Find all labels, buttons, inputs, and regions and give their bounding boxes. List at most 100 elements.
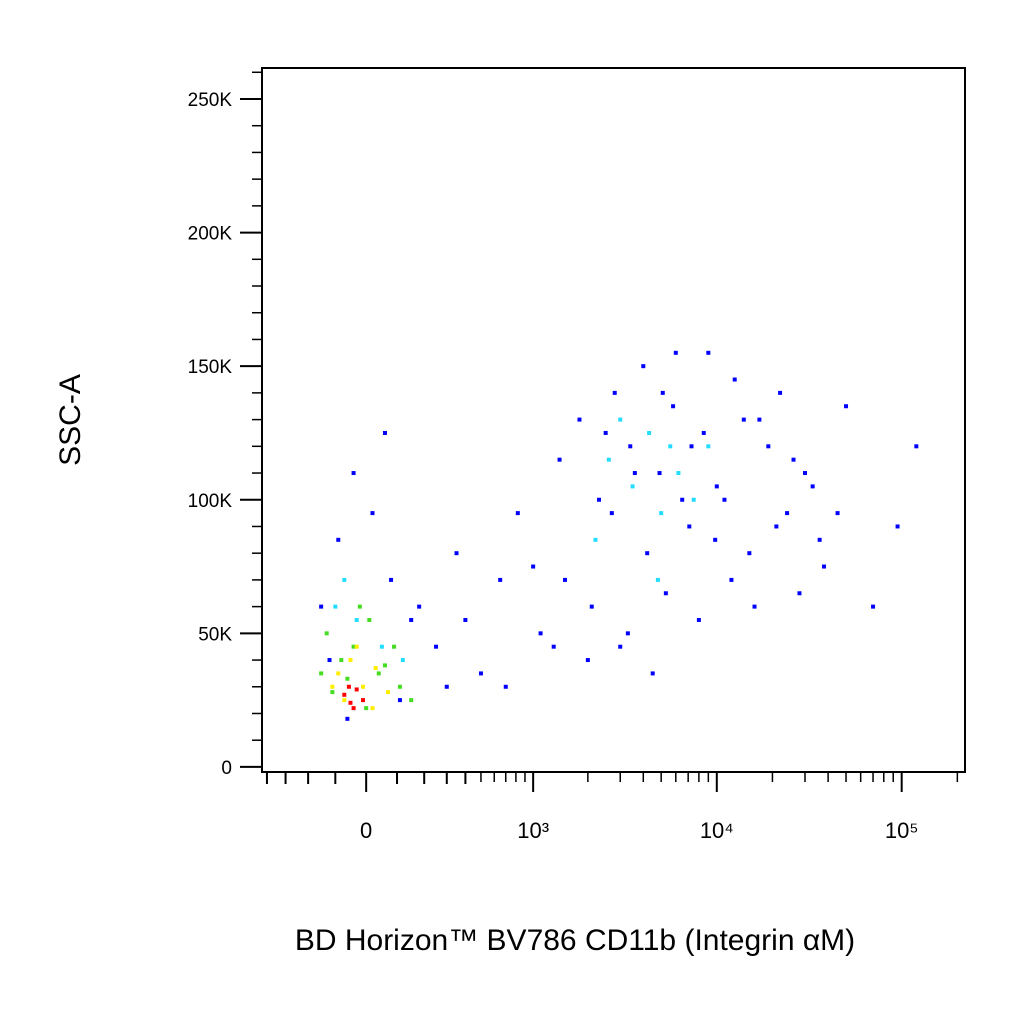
point bbox=[706, 350, 711, 355]
point bbox=[732, 377, 737, 382]
y-tick-label: 0 bbox=[221, 758, 232, 779]
point bbox=[397, 698, 402, 703]
x-tick-label: 10³ bbox=[517, 818, 549, 843]
point bbox=[354, 644, 359, 649]
point bbox=[668, 444, 673, 449]
point bbox=[821, 564, 826, 569]
point bbox=[400, 658, 405, 663]
point bbox=[336, 671, 341, 676]
point bbox=[319, 604, 324, 609]
point bbox=[557, 457, 562, 462]
point bbox=[382, 430, 387, 435]
point bbox=[342, 698, 347, 703]
point bbox=[339, 658, 344, 663]
point bbox=[551, 644, 556, 649]
point bbox=[835, 511, 840, 516]
point bbox=[609, 511, 614, 516]
point bbox=[706, 444, 711, 449]
point bbox=[373, 666, 378, 671]
point bbox=[676, 471, 681, 476]
point bbox=[663, 591, 668, 596]
point bbox=[330, 684, 335, 689]
point bbox=[342, 692, 347, 697]
x-tick-label: 10⁵ bbox=[885, 818, 919, 843]
point bbox=[747, 551, 752, 556]
point bbox=[673, 350, 678, 355]
point bbox=[691, 497, 696, 502]
y-tick-label: 150K bbox=[188, 357, 233, 378]
point bbox=[389, 577, 394, 582]
point bbox=[454, 551, 459, 556]
point bbox=[376, 671, 381, 676]
point bbox=[722, 497, 727, 502]
point bbox=[895, 524, 900, 529]
point bbox=[630, 484, 635, 489]
point bbox=[803, 471, 808, 476]
point bbox=[701, 430, 706, 435]
point bbox=[498, 577, 503, 582]
point bbox=[766, 444, 771, 449]
point bbox=[817, 537, 822, 542]
point bbox=[585, 658, 590, 663]
point bbox=[714, 484, 719, 489]
point bbox=[361, 698, 366, 703]
point bbox=[618, 417, 623, 422]
point bbox=[752, 604, 757, 609]
point bbox=[348, 700, 353, 705]
point bbox=[680, 497, 685, 502]
point bbox=[914, 444, 919, 449]
point bbox=[397, 684, 402, 689]
point bbox=[628, 444, 633, 449]
point bbox=[345, 676, 350, 681]
point bbox=[671, 404, 676, 409]
point bbox=[713, 537, 718, 542]
point bbox=[597, 497, 602, 502]
point bbox=[606, 457, 611, 462]
point bbox=[434, 644, 439, 649]
point bbox=[351, 644, 356, 649]
point bbox=[593, 537, 598, 542]
y-tick-label: 250K bbox=[188, 90, 233, 111]
point bbox=[577, 417, 582, 422]
point bbox=[346, 684, 351, 689]
point bbox=[660, 390, 665, 395]
point bbox=[696, 617, 701, 622]
point bbox=[478, 671, 483, 676]
point bbox=[778, 390, 783, 395]
point bbox=[348, 658, 353, 663]
point bbox=[351, 471, 356, 476]
point bbox=[324, 631, 329, 636]
point bbox=[589, 604, 594, 609]
point bbox=[463, 617, 468, 622]
point bbox=[345, 716, 350, 721]
point bbox=[741, 417, 746, 422]
y-tick-label: 50K bbox=[198, 624, 232, 645]
point bbox=[382, 663, 387, 668]
point bbox=[333, 604, 338, 609]
point bbox=[625, 631, 630, 636]
y-tick-label: 200K bbox=[188, 224, 233, 245]
point bbox=[563, 577, 568, 582]
point bbox=[367, 617, 372, 622]
point bbox=[729, 577, 734, 582]
point bbox=[330, 690, 335, 695]
point bbox=[657, 471, 662, 476]
point bbox=[386, 690, 391, 695]
point bbox=[417, 604, 422, 609]
point bbox=[785, 511, 790, 516]
x-tick-label: 10⁴ bbox=[700, 818, 734, 843]
point bbox=[319, 671, 324, 676]
point bbox=[810, 484, 815, 489]
point bbox=[538, 631, 543, 636]
point bbox=[687, 524, 692, 529]
point bbox=[515, 511, 520, 516]
point bbox=[444, 684, 449, 689]
point bbox=[645, 551, 650, 556]
point bbox=[603, 430, 608, 435]
point bbox=[379, 644, 384, 649]
y-axis-label: SSC-A bbox=[54, 374, 87, 466]
point bbox=[354, 617, 359, 622]
point bbox=[618, 644, 623, 649]
point bbox=[797, 591, 802, 596]
